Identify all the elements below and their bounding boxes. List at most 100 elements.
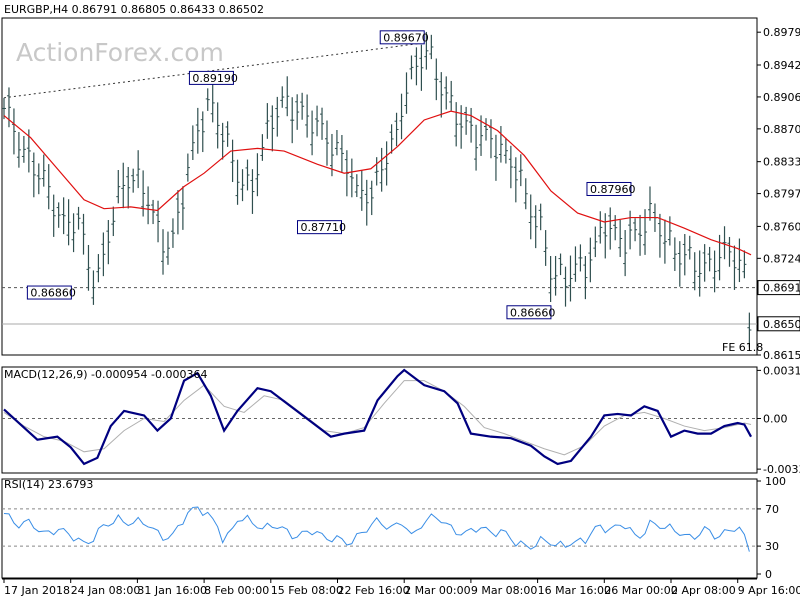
macd-line bbox=[3, 368, 753, 466]
price-bar bbox=[623, 230, 628, 277]
price-bar bbox=[394, 112, 399, 147]
macd-tick-label: 0.003177 bbox=[763, 364, 800, 377]
time-tick-label: 16 Mar 16:00 bbox=[538, 584, 611, 597]
price-bar bbox=[697, 250, 702, 297]
price-bar bbox=[429, 34, 434, 60]
price-bar bbox=[513, 157, 518, 203]
price-bar bbox=[484, 118, 489, 141]
price-bar bbox=[493, 134, 498, 181]
annotation-label: 0.86660 bbox=[510, 306, 556, 319]
price-bar bbox=[126, 166, 131, 209]
price-bar bbox=[379, 147, 384, 192]
price-bar bbox=[702, 244, 707, 282]
price-bar bbox=[255, 153, 260, 197]
price-bar bbox=[146, 186, 151, 225]
price-bar bbox=[737, 238, 742, 283]
price-bar bbox=[235, 159, 240, 205]
price-bar bbox=[633, 218, 638, 242]
price-annotation: 0.89670 bbox=[379, 30, 429, 45]
price-bar bbox=[86, 244, 91, 291]
price-bar bbox=[290, 97, 295, 144]
price-bar bbox=[618, 220, 623, 258]
price-bar bbox=[573, 246, 578, 282]
price-bar bbox=[469, 107, 474, 143]
price-bar bbox=[215, 102, 220, 149]
price-bar bbox=[2, 97, 6, 120]
price-tick-highlight bbox=[757, 316, 800, 332]
price-bar bbox=[324, 120, 329, 166]
macd-panel-frame bbox=[1, 366, 758, 474]
price-panel-frame bbox=[1, 17, 758, 356]
price-bar bbox=[692, 252, 697, 291]
rsi-panel: 100 70 30 0 bbox=[1, 475, 786, 581]
price-bar bbox=[583, 255, 588, 300]
rsi-line bbox=[3, 506, 750, 552]
price-bar bbox=[71, 213, 76, 253]
price-annotation: 0.86860 bbox=[26, 285, 76, 300]
price-bar bbox=[722, 226, 727, 260]
price-bar bbox=[334, 130, 339, 156]
price-bar bbox=[165, 231, 170, 265]
price-bar bbox=[131, 168, 136, 193]
price-bar bbox=[349, 158, 354, 198]
price-bar bbox=[320, 107, 325, 140]
price-bar bbox=[727, 236, 732, 267]
annotation-box bbox=[188, 70, 234, 85]
price-bar bbox=[136, 150, 141, 189]
annotation-box bbox=[506, 305, 552, 320]
price-bar bbox=[558, 253, 563, 276]
price-bar bbox=[200, 111, 205, 153]
price-bar bbox=[434, 58, 439, 101]
price-panel: 0.86860 0.89190 0.87710 0.89670 0.86660 0.879… bbox=[1, 17, 800, 362]
price-bar bbox=[657, 213, 662, 258]
price-bar bbox=[16, 132, 21, 168]
price-bar bbox=[503, 137, 508, 164]
time-tick-label: 9 Apr 16:00 bbox=[738, 584, 800, 597]
price-bar bbox=[240, 169, 245, 202]
price-bar bbox=[175, 190, 180, 235]
price-bar bbox=[449, 80, 454, 111]
price-bar bbox=[747, 312, 752, 348]
price-bar bbox=[111, 206, 116, 237]
price-bar bbox=[424, 31, 429, 70]
price-bar bbox=[409, 55, 414, 80]
price-bar bbox=[76, 206, 81, 230]
price-bar bbox=[170, 218, 175, 248]
moving-average-line bbox=[3, 110, 752, 256]
price-bar bbox=[498, 126, 503, 163]
price-bar bbox=[508, 145, 513, 189]
price-bar bbox=[613, 215, 618, 241]
price-annotation: 0.86660 bbox=[506, 305, 556, 320]
price-bar bbox=[454, 102, 459, 147]
price-annotation: 0.89190 bbox=[188, 70, 238, 85]
price-bar bbox=[553, 255, 558, 296]
price-bar bbox=[419, 44, 424, 91]
price-bar bbox=[116, 169, 121, 204]
time-axis: 17 Jan 2018 24 Jan 08:0031 Jan 16:008 Feb… bbox=[2, 578, 800, 597]
price-bar bbox=[190, 125, 195, 160]
annotation-label: 0.87960 bbox=[590, 183, 636, 196]
price-bar bbox=[305, 94, 310, 138]
price-bar bbox=[270, 105, 275, 152]
price-bar bbox=[364, 179, 369, 226]
price-bar bbox=[459, 105, 464, 149]
price-bar bbox=[643, 209, 648, 255]
resistance-trendline bbox=[3, 42, 425, 99]
time-tick-label: 2 Apr 08:00 bbox=[671, 584, 736, 597]
price-bar bbox=[667, 216, 672, 246]
annotation-label: 0.89190 bbox=[192, 72, 238, 85]
price-bar bbox=[51, 194, 56, 237]
price-bar bbox=[285, 76, 290, 117]
price-bar bbox=[96, 254, 101, 283]
price-bar bbox=[56, 202, 61, 228]
price-bar bbox=[31, 152, 36, 198]
macd-signal-line bbox=[3, 380, 752, 456]
price-bar bbox=[161, 229, 166, 275]
price-bar bbox=[563, 266, 568, 307]
